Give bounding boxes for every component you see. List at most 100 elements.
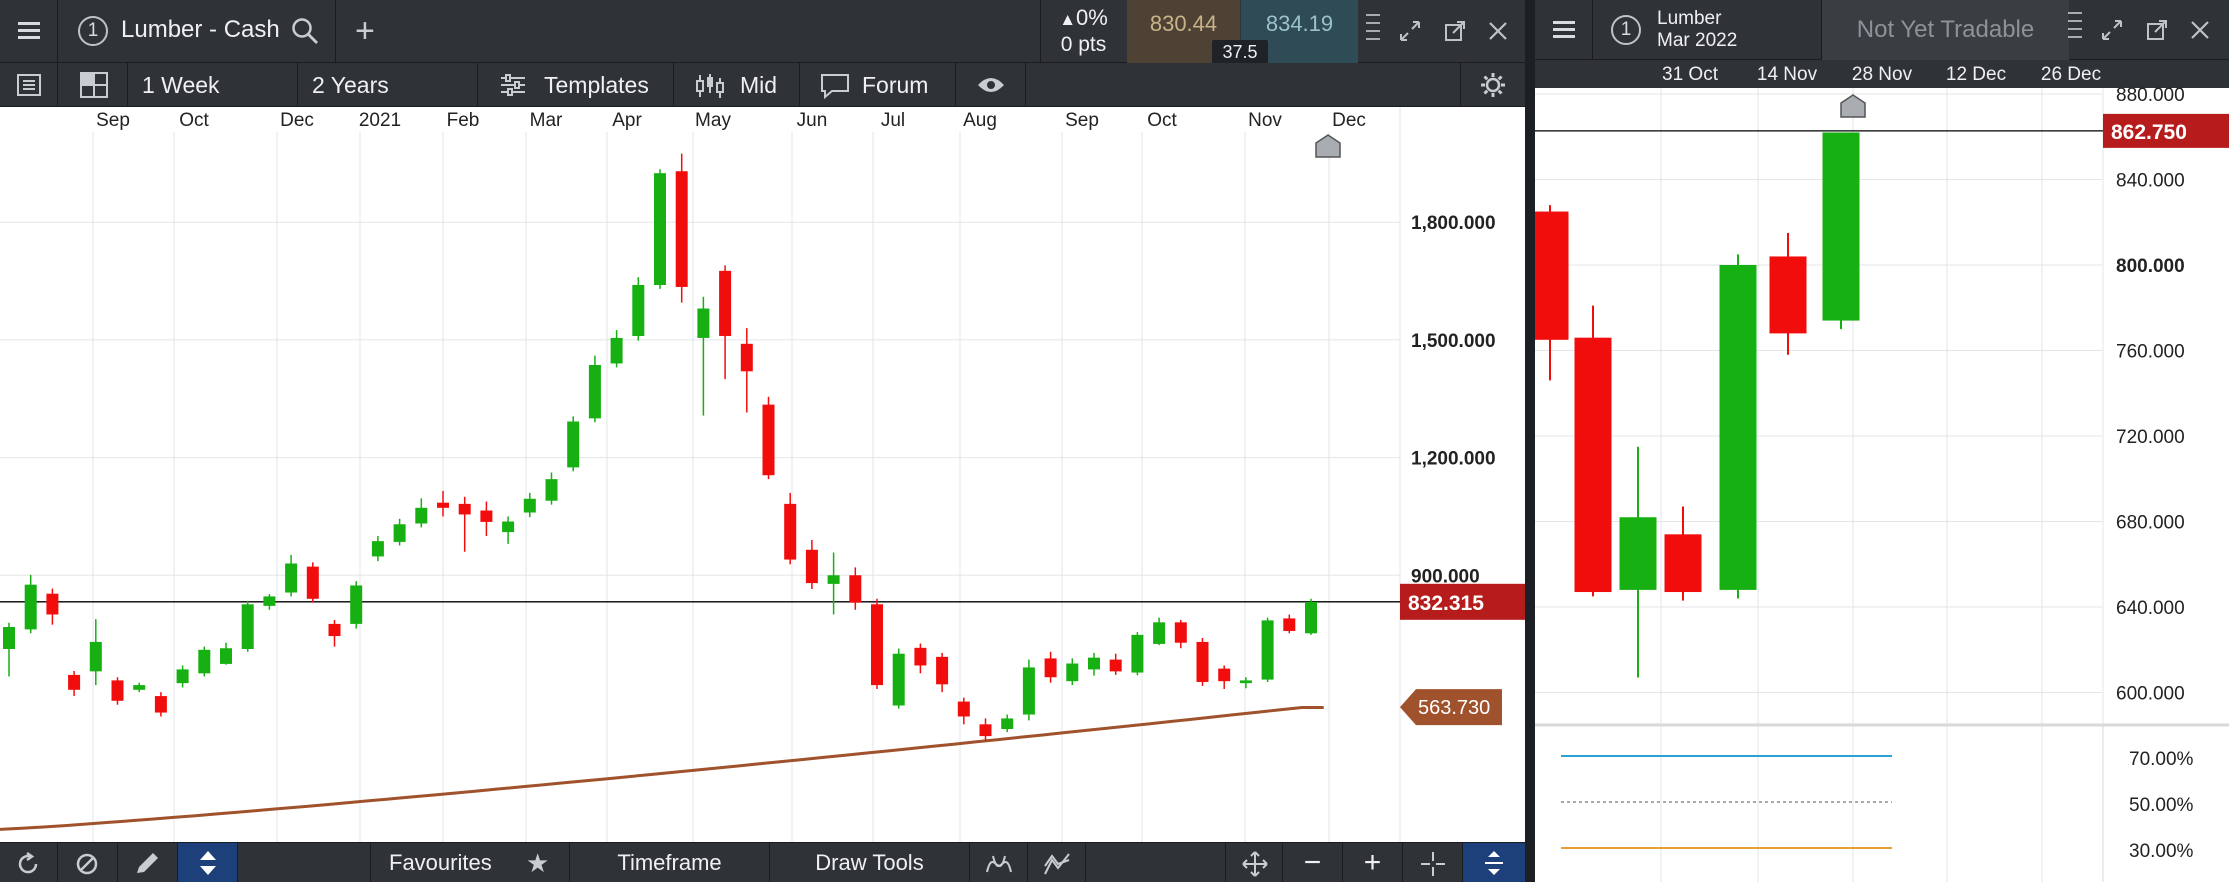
drag-handle-icon[interactable] [1366, 8, 1380, 56]
candles [1535, 132, 1860, 678]
candle-body [1664, 534, 1702, 593]
instrument-number-badge[interactable]: 1 [1611, 15, 1641, 45]
candle-body [350, 585, 363, 624]
candle-body [1239, 680, 1252, 684]
expand-icon[interactable] [1398, 19, 1422, 43]
expand-icon[interactable] [2100, 18, 2124, 42]
change-percent: 0% [1076, 5, 1108, 30]
x-tick-label: Feb [447, 110, 480, 131]
instrument-title[interactable]: Lumber - Cash [121, 16, 280, 43]
candle [1535, 205, 1569, 381]
candle-body [1109, 659, 1122, 672]
panel-divider[interactable] [1525, 0, 1535, 882]
list-button[interactable] [0, 63, 58, 107]
fit-icon [1485, 851, 1503, 875]
candle [957, 697, 970, 725]
left-chart-toolbar: 1 Week 2 Years Templates Mid [0, 63, 1525, 107]
timeframe-button[interactable]: Timeframe [570, 843, 770, 882]
lumber-mar-2022-chart[interactable]: 31 Oct 14 Nov 28 Nov 12 Dec 26 Dec 600.000 64… [1535, 60, 2229, 882]
search-icon[interactable] [290, 16, 320, 46]
osc-tick-50: 50.00% [2129, 795, 2194, 816]
candle [610, 330, 623, 368]
chart-settings-button[interactable] [1460, 63, 1525, 107]
candle-body [68, 674, 81, 690]
candle [1109, 653, 1122, 675]
sell-price-button[interactable]: 830.44 [1127, 0, 1240, 63]
candle-body [871, 604, 883, 686]
candle-body [393, 524, 406, 542]
candle-body [979, 724, 992, 737]
candle [523, 492, 536, 518]
candle-body [957, 701, 970, 717]
ban-icon [76, 853, 98, 875]
candle [1174, 619, 1187, 649]
candle [241, 600, 254, 652]
close-icon[interactable] [2189, 19, 2211, 41]
forum-icon [821, 74, 849, 99]
left-chart-panel: 1 Lumber - Cash + ▲0% 0 pts 830.44 834.1… [0, 0, 1525, 882]
candle [936, 652, 949, 693]
candle-body [1305, 601, 1317, 634]
lumber-cash-chart[interactable]: Sep Oct Dec 2021 Feb Mar Apr May Jun Jul Aug Sep Oct… [0, 107, 1525, 842]
pan-button[interactable] [1225, 843, 1283, 882]
trend-icon [1044, 853, 1070, 875]
crosshair-button[interactable] [1403, 843, 1463, 882]
candle-body [762, 404, 775, 476]
candle [68, 670, 81, 697]
spread-value: 37.5 [1212, 40, 1268, 64]
forum-button[interactable]: Forum [800, 63, 956, 107]
candle [567, 416, 580, 472]
trend-button[interactable] [1028, 843, 1086, 882]
instrument-number-badge[interactable]: 1 [78, 16, 108, 46]
scale-toggle-button[interactable] [178, 843, 238, 882]
x-tick-label: Nov [1248, 110, 1282, 131]
price-type-selector[interactable]: Mid [674, 63, 800, 107]
candle [1153, 617, 1166, 646]
x-axis-ticks: Sep Oct Dec 2021 Feb Mar Apr May Jun Jul Aug Sep Oct… [96, 110, 1366, 131]
chart-grid [1535, 88, 2104, 882]
settings-icon [1481, 73, 1505, 97]
candle [1088, 652, 1100, 676]
indicator-button[interactable] [970, 843, 1028, 882]
candle-body [415, 507, 428, 524]
future-marker-icon[interactable] [1315, 134, 1341, 158]
refresh-icon [18, 852, 38, 874]
x-axis-ticks: 31 Oct 14 Nov 28 Nov 12 Dec 26 Dec [1662, 64, 2101, 85]
layout-button[interactable] [58, 63, 128, 107]
popout-icon[interactable] [2145, 18, 2169, 42]
menu-button[interactable] [0, 0, 58, 63]
add-tab-plus-icon[interactable]: + [355, 12, 375, 50]
instrument-title-line2[interactable]: Mar 2022 [1657, 30, 1738, 51]
x-tick-label: 2021 [359, 110, 401, 131]
draw-tools-button[interactable]: Draw Tools [770, 843, 970, 882]
clear-button[interactable] [58, 843, 118, 882]
move-icon [1242, 851, 1268, 877]
candle [654, 169, 666, 289]
candle-body [805, 549, 818, 584]
favourites-button[interactable]: Favourites ★ [370, 843, 570, 882]
drag-handle-icon[interactable] [2068, 6, 2082, 54]
candle [1001, 714, 1014, 733]
eye-icon [978, 78, 1004, 92]
popout-icon[interactable] [1443, 19, 1467, 43]
future-marker-icon[interactable] [1840, 94, 1866, 118]
templates-button[interactable]: Templates [478, 63, 674, 107]
candle-body [89, 641, 102, 672]
range-selector[interactable]: 2 Years [298, 63, 478, 107]
draw-button[interactable] [118, 843, 178, 882]
candle [198, 646, 211, 677]
candle-body [1088, 657, 1100, 670]
close-icon[interactable] [1487, 20, 1509, 42]
interval-selector[interactable]: 1 Week [128, 63, 298, 107]
zoom-in-plus-icon[interactable]: + [1343, 843, 1403, 882]
instrument-title-line1[interactable]: Lumber [1657, 8, 1722, 29]
candle [545, 472, 558, 505]
moving-average-label: 563.730 [1400, 689, 1502, 726]
refresh-button[interactable] [0, 843, 58, 882]
menu-button[interactable] [1535, 0, 1593, 60]
visibility-button[interactable] [956, 63, 1026, 107]
y-tick-label: 800.000 [2116, 256, 2185, 277]
zoom-out-minus-icon[interactable]: − [1283, 843, 1343, 882]
candle [1769, 232, 1807, 355]
fit-button[interactable] [1463, 843, 1525, 882]
